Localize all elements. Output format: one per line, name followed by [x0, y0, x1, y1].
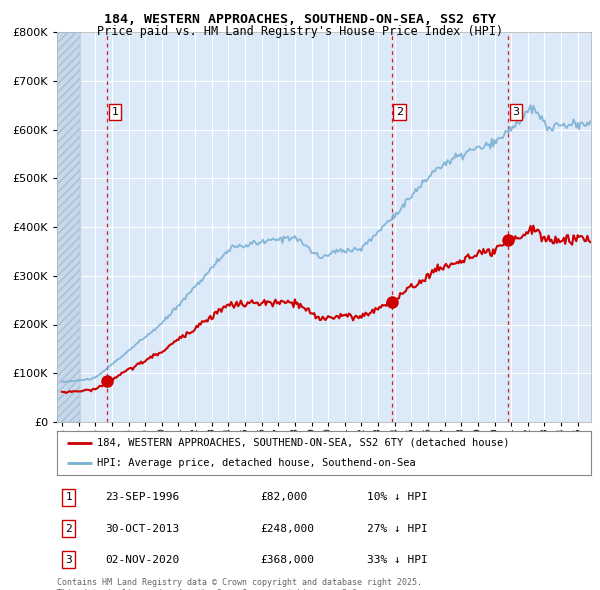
Text: £248,000: £248,000	[260, 523, 314, 533]
Text: Contains HM Land Registry data © Crown copyright and database right 2025.
This d: Contains HM Land Registry data © Crown c…	[57, 578, 422, 590]
Text: 30-OCT-2013: 30-OCT-2013	[105, 523, 179, 533]
Text: 3: 3	[65, 555, 72, 565]
Text: 2: 2	[65, 523, 72, 533]
Text: 3: 3	[512, 107, 520, 117]
Text: £82,000: £82,000	[260, 493, 307, 502]
Text: 1: 1	[65, 493, 72, 502]
Text: £368,000: £368,000	[260, 555, 314, 565]
Text: 10% ↓ HPI: 10% ↓ HPI	[367, 493, 427, 502]
Text: 33% ↓ HPI: 33% ↓ HPI	[367, 555, 427, 565]
Text: 184, WESTERN APPROACHES, SOUTHEND-ON-SEA, SS2 6TY: 184, WESTERN APPROACHES, SOUTHEND-ON-SEA…	[104, 13, 496, 26]
Text: 23-SEP-1996: 23-SEP-1996	[105, 493, 179, 502]
Text: 1: 1	[112, 107, 119, 117]
Text: Price paid vs. HM Land Registry's House Price Index (HPI): Price paid vs. HM Land Registry's House …	[97, 25, 503, 38]
Text: 184, WESTERN APPROACHES, SOUTHEND-ON-SEA, SS2 6TY (detached house): 184, WESTERN APPROACHES, SOUTHEND-ON-SEA…	[97, 438, 509, 448]
Text: 27% ↓ HPI: 27% ↓ HPI	[367, 523, 427, 533]
Text: HPI: Average price, detached house, Southend-on-Sea: HPI: Average price, detached house, Sout…	[97, 458, 416, 468]
Text: 02-NOV-2020: 02-NOV-2020	[105, 555, 179, 565]
Text: 2: 2	[396, 107, 403, 117]
